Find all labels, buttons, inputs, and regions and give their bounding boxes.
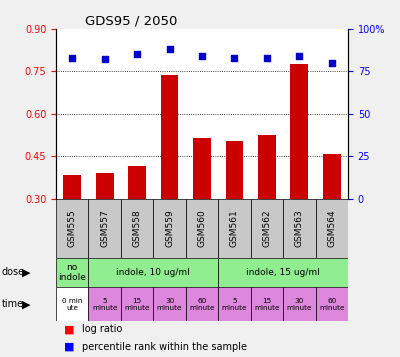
Text: 60
minute: 60 minute [319, 298, 344, 311]
Text: ■: ■ [64, 342, 74, 352]
Bar [316, 287, 348, 321]
Bar [218, 199, 251, 257]
Bar [283, 199, 316, 257]
Text: 30
minute: 30 minute [286, 298, 312, 311]
Text: 5
minute: 5 minute [92, 298, 118, 311]
Point [69, 55, 76, 60]
Text: ▶: ▶ [22, 299, 30, 309]
Text: no
indole: no indole [58, 262, 86, 282]
Bar [226, 141, 243, 199]
Text: dose: dose [2, 267, 25, 277]
Bar [258, 135, 276, 199]
Text: GSM559: GSM559 [165, 210, 174, 247]
Bar [193, 138, 211, 199]
Bar [153, 199, 186, 257]
Point [328, 60, 335, 65]
Bar [323, 154, 341, 199]
Text: GSM557: GSM557 [100, 210, 109, 247]
Bar [251, 199, 283, 257]
Text: indole, 15 ug/ml: indole, 15 ug/ml [246, 268, 320, 277]
Text: GSM560: GSM560 [198, 210, 206, 247]
Bar [88, 287, 121, 321]
Text: 0 min
ute: 0 min ute [62, 298, 82, 311]
Text: GSM564: GSM564 [327, 210, 336, 247]
Text: time: time [2, 299, 24, 309]
Text: indole, 10 ug/ml: indole, 10 ug/ml [116, 268, 190, 277]
Bar [251, 287, 283, 321]
Text: GSM561: GSM561 [230, 210, 239, 247]
Bar [161, 75, 178, 199]
Bar [56, 287, 88, 321]
Bar [186, 287, 218, 321]
Text: GSM562: GSM562 [262, 210, 271, 247]
Bar [56, 199, 88, 257]
Bar [63, 175, 81, 199]
Bar [88, 257, 218, 287]
Point [166, 46, 173, 52]
Text: 60
minute: 60 minute [189, 298, 215, 311]
Point [134, 51, 140, 57]
Text: 30
minute: 30 minute [157, 298, 182, 311]
Bar [218, 287, 251, 321]
Text: GSM558: GSM558 [133, 210, 142, 247]
Bar [121, 199, 153, 257]
Text: percentile rank within the sample: percentile rank within the sample [82, 342, 247, 352]
Bar [153, 287, 186, 321]
Bar [128, 166, 146, 199]
Text: 15
minute: 15 minute [124, 298, 150, 311]
Text: log ratio: log ratio [82, 325, 122, 335]
Bar [56, 257, 88, 287]
Bar [88, 199, 121, 257]
Text: 15
minute: 15 minute [254, 298, 280, 311]
Text: ■: ■ [64, 325, 74, 335]
Bar [96, 174, 114, 199]
Bar [316, 199, 348, 257]
Point [199, 53, 205, 59]
Point [231, 55, 238, 60]
Text: GSM555: GSM555 [68, 210, 77, 247]
Point [296, 53, 302, 59]
Bar [186, 199, 218, 257]
Bar [121, 287, 153, 321]
Text: GSM563: GSM563 [295, 210, 304, 247]
Point [102, 56, 108, 62]
Point [264, 55, 270, 60]
Text: ▶: ▶ [22, 267, 30, 277]
Text: GDS95 / 2050: GDS95 / 2050 [85, 14, 178, 27]
Bar [283, 287, 316, 321]
Bar [290, 64, 308, 199]
Bar [218, 257, 348, 287]
Text: 5
minute: 5 minute [222, 298, 247, 311]
